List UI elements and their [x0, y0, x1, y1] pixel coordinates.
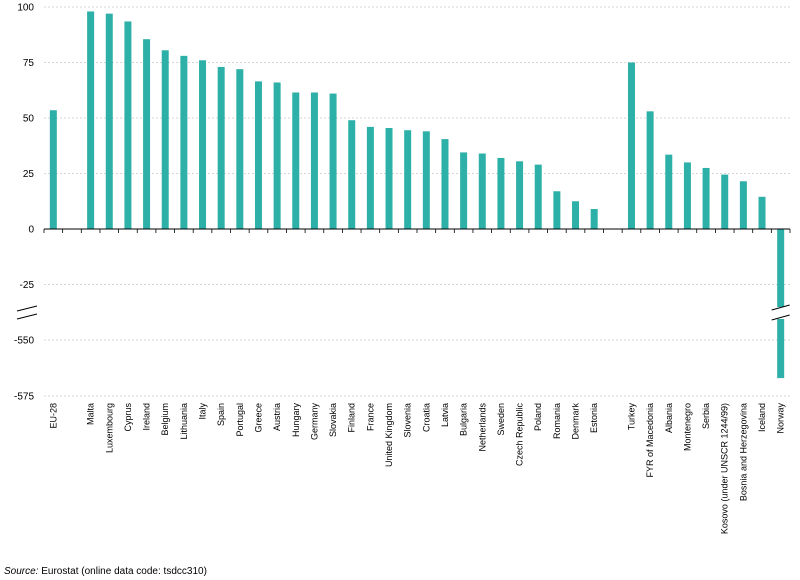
bar — [87, 11, 95, 229]
bar-break-mark — [771, 304, 790, 311]
source-text: Eurostat (online data code: tsdcc310) — [41, 566, 207, 577]
category-label: Italy — [198, 403, 208, 420]
category-label: Bulgaria — [459, 403, 469, 436]
y-tick-label: 25 — [23, 169, 35, 180]
source-note: Source: Eurostat (online data code: tsdc… — [4, 566, 207, 577]
category-label: Finland — [347, 403, 357, 433]
bar — [404, 130, 412, 229]
y-tick-label: -575 — [14, 392, 34, 403]
bar — [553, 191, 561, 229]
y-axis-ticks: 100 75 50 25 0 -25 -550 -575 — [14, 3, 34, 403]
category-label: Greece — [253, 403, 263, 433]
bars — [49, 11, 785, 379]
bar — [385, 127, 393, 229]
category-label: Portugal — [235, 403, 245, 437]
category-label: Cyprus — [123, 403, 133, 432]
category-label: Slovenia — [403, 403, 413, 438]
bar — [683, 162, 691, 229]
category-label: Croatia — [421, 403, 431, 432]
category-label: Denmark — [571, 403, 581, 440]
bar — [199, 60, 207, 229]
bar — [329, 93, 337, 229]
bar — [516, 161, 524, 229]
bar — [441, 139, 449, 229]
bar — [348, 120, 356, 229]
y-tick-label: 100 — [17, 3, 34, 14]
bar — [49, 110, 57, 229]
category-label: FYR of Macedonia — [645, 403, 655, 478]
bar — [758, 196, 766, 229]
axis-break-marks — [16, 304, 790, 321]
bar — [627, 62, 635, 229]
bar — [534, 164, 542, 229]
bar — [180, 55, 188, 230]
category-labels: EU-28 Malta Luxembourg Cyprus Ireland Belgium… — [48, 403, 785, 535]
bar — [590, 209, 598, 229]
category-label: Netherlands — [477, 403, 487, 452]
y-tick-label: 50 — [23, 114, 35, 125]
bar — [124, 21, 132, 230]
category-label: Poland — [533, 403, 543, 431]
category-label: Austria — [272, 403, 282, 431]
category-label: Lithuania — [179, 403, 189, 440]
category-label: Germany — [309, 403, 319, 441]
bar — [422, 131, 430, 229]
bar — [460, 152, 468, 229]
category-label: Bosnia and Herzegovina — [738, 403, 748, 501]
bar-break-mark — [771, 314, 790, 321]
axis-break-mark — [16, 313, 38, 320]
category-label: Czech Republic — [515, 403, 525, 467]
axis-lines — [43, 228, 791, 233]
y-tick-label: 75 — [23, 58, 35, 69]
y-tick-label: -25 — [20, 280, 35, 291]
bar — [646, 111, 654, 229]
bar — [254, 81, 262, 230]
bar — [310, 92, 318, 229]
category-label: Kosovo (under UNSCR 1244/99) — [720, 403, 730, 534]
source-label: Source: — [4, 566, 39, 577]
category-label: Albania — [664, 403, 674, 433]
category-label: Slovakia — [328, 403, 338, 437]
bar — [273, 82, 281, 229]
bar — [777, 229, 785, 307]
axis-break-mark — [16, 305, 38, 312]
bar — [572, 201, 580, 229]
category-label: Hungary — [291, 403, 301, 438]
bar — [721, 174, 729, 229]
category-label: Iceland — [757, 403, 767, 432]
category-label: Romania — [552, 403, 562, 439]
category-label: Spain — [216, 403, 226, 426]
category-label: EU-28 — [48, 403, 58, 429]
category-label: Belgium — [160, 403, 170, 436]
category-label: Ireland — [142, 403, 152, 431]
category-label: Estonia — [589, 403, 599, 433]
category-label: Serbia — [701, 403, 711, 429]
bar — [292, 92, 300, 229]
category-label: United Kingdom — [384, 403, 394, 467]
bar — [665, 154, 673, 229]
bar-lower — [777, 319, 785, 379]
category-label: Malta — [86, 403, 96, 425]
category-label: Norway — [776, 403, 786, 434]
y-tick-label: -550 — [14, 336, 34, 347]
category-label: Latvia — [440, 403, 450, 427]
category-label: Turkey — [626, 403, 636, 431]
bar — [702, 167, 710, 229]
bar — [739, 181, 747, 229]
category-label: Sweden — [496, 403, 506, 436]
category-label: France — [365, 403, 375, 431]
bar — [143, 39, 151, 229]
gridlines — [44, 6, 790, 397]
bar — [478, 153, 486, 229]
y-tick-label: 0 — [28, 225, 34, 236]
category-label: Montenegro — [682, 403, 692, 451]
bar — [161, 50, 169, 229]
bar — [105, 13, 113, 229]
bar — [366, 126, 374, 229]
bar — [236, 69, 244, 229]
bar — [497, 157, 505, 229]
category-label: Luxembourg — [104, 403, 114, 453]
bar — [217, 66, 225, 229]
